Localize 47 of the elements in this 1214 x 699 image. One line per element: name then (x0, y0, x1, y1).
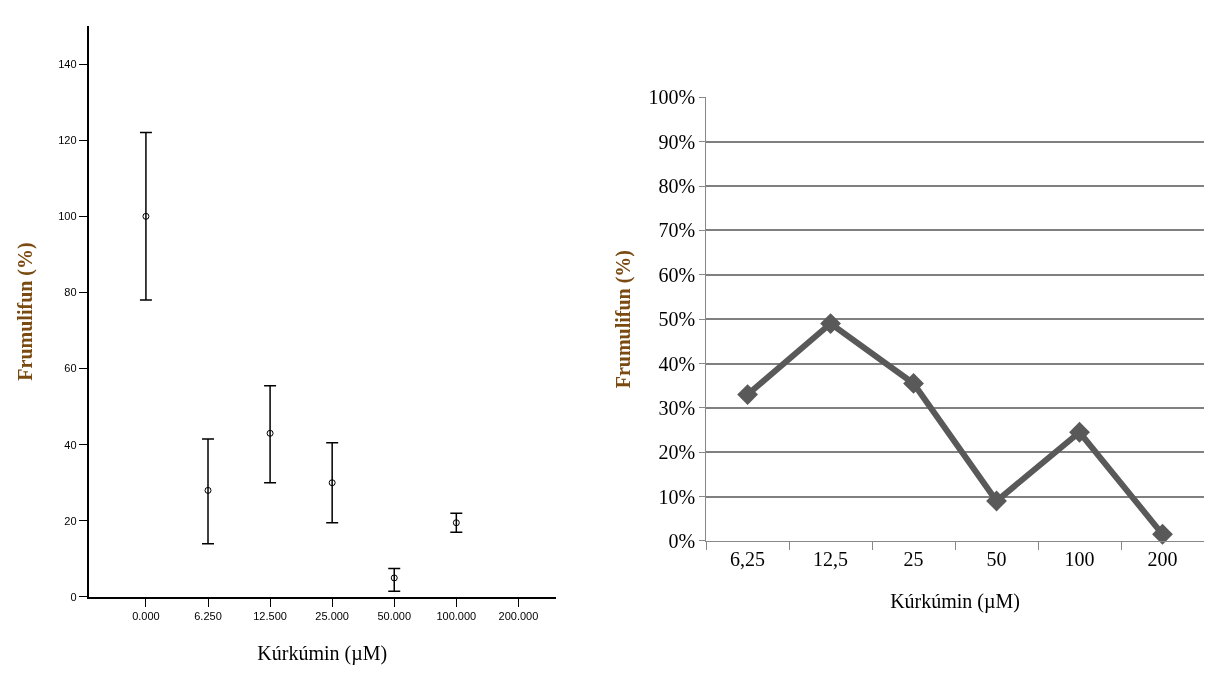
y-axis-title: Frumulifun (%) (611, 249, 635, 389)
y-tick-label: 40% (658, 352, 696, 375)
y-tick-label: 30% (658, 396, 696, 419)
point (986, 490, 1007, 512)
point (903, 373, 924, 394)
y-tick-label: 100% (648, 86, 696, 109)
x-tick-label: 6,25 (730, 547, 766, 570)
point (266, 429, 274, 437)
y-tick-label: 120 (58, 134, 77, 147)
y-tick-label: 70% (658, 219, 696, 242)
point (1069, 421, 1090, 443)
y-tick-label: 60 (64, 362, 77, 375)
x-tick-label: 50 (986, 547, 1007, 570)
y-tick-label: 140 (58, 57, 77, 70)
point (328, 479, 336, 487)
x-tick-label: 12,5 (813, 547, 849, 570)
x-tick-label: 100 (1064, 547, 1095, 570)
x-tick-label: 50.000 (377, 610, 412, 623)
y-tick-label: 20 (64, 514, 77, 527)
y-tick-label: 10% (658, 485, 696, 508)
x-tick-label: 12.500 (253, 610, 287, 623)
x-tick-label: 25.000 (315, 610, 349, 623)
point (390, 574, 398, 582)
x-axis-title: Kúrkúmin (µM) (257, 642, 388, 666)
point (142, 212, 150, 220)
x-tick-label: 0.000 (132, 610, 160, 623)
point (1152, 523, 1173, 545)
x-axis-title: Kúrkúmin (µM) (890, 590, 1020, 614)
y-tick-label: 80% (658, 175, 696, 198)
y-axis-title: Frumulifun (%) (14, 242, 38, 381)
x-tick-label: 6.250 (194, 610, 222, 623)
y-tick-label: 50% (658, 308, 696, 331)
y-tick-label: 0 (70, 590, 77, 603)
x-tick-label: 200.000 (498, 610, 539, 623)
y-tick-label: 100 (58, 210, 77, 223)
y-tick-label: 20% (658, 441, 696, 464)
x-tick-label: 100.000 (436, 610, 477, 623)
y-tick-label: 40 (64, 438, 77, 451)
x-tick-label: 200 (1147, 547, 1178, 570)
point (820, 313, 841, 334)
point (737, 384, 758, 405)
y-tick-label: 90% (658, 130, 696, 153)
y-tick-label: 60% (658, 263, 696, 286)
y-tick-label: 0% (668, 529, 696, 552)
x-tick-label: 25 (903, 547, 924, 570)
point (204, 486, 212, 494)
y-tick-label: 80 (64, 286, 77, 299)
